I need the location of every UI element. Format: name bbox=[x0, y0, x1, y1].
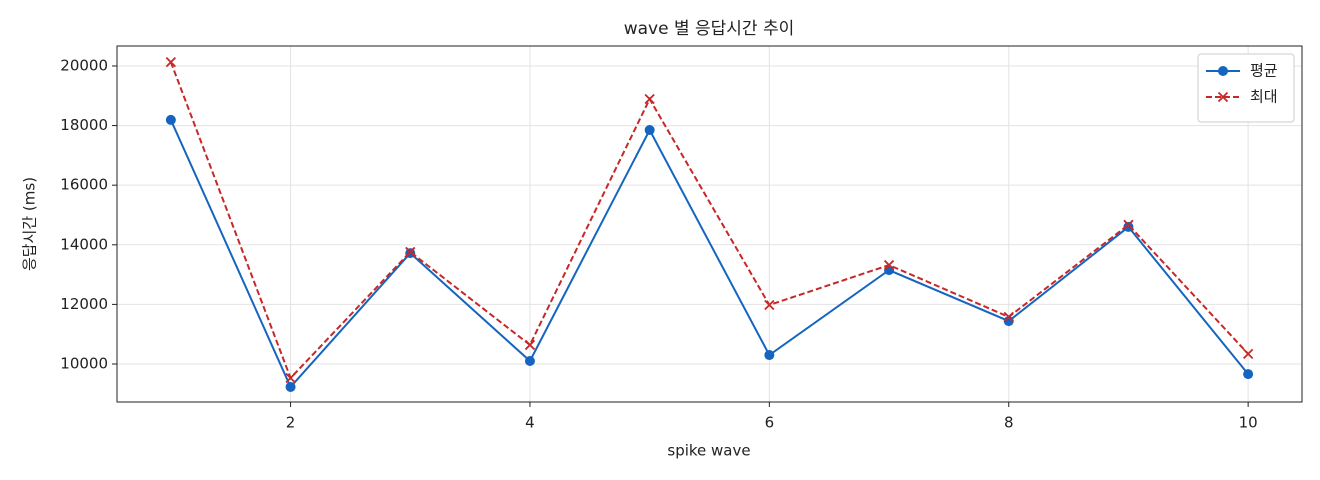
y-tick-label: 20000 bbox=[60, 56, 108, 74]
point bbox=[405, 246, 416, 258]
x-tick-label: 2 bbox=[286, 414, 296, 432]
x-tick-label: 10 bbox=[1239, 414, 1258, 432]
point bbox=[1243, 369, 1254, 380]
legend-marker bbox=[1217, 91, 1229, 103]
x-tick-label: 4 bbox=[525, 414, 535, 432]
legend-label: 최대 bbox=[1250, 88, 1278, 106]
point bbox=[1243, 348, 1254, 360]
legend-label: 평균 bbox=[1250, 62, 1278, 80]
y-tick-label: 10000 bbox=[60, 355, 108, 373]
series-line bbox=[169, 119, 1249, 389]
point bbox=[644, 125, 655, 136]
point bbox=[524, 339, 536, 351]
y-axis-label: 응답시간 (ms) bbox=[21, 177, 39, 271]
chart-title: wave 별 응답시간 추이 bbox=[624, 19, 795, 39]
legend-box bbox=[1197, 53, 1295, 123]
y-tick-label: 14000 bbox=[60, 235, 108, 253]
point bbox=[165, 114, 176, 125]
y-tick-label: 16000 bbox=[60, 176, 108, 194]
y-tick-label: 18000 bbox=[60, 116, 108, 134]
point bbox=[1003, 311, 1014, 323]
series-line bbox=[169, 61, 1249, 380]
point bbox=[524, 356, 535, 367]
point bbox=[764, 350, 775, 361]
point bbox=[883, 259, 895, 271]
point bbox=[1123, 221, 1134, 232]
legend-marker bbox=[1218, 66, 1228, 76]
y-tick-label: 12000 bbox=[60, 295, 108, 313]
x-tick-label: 8 bbox=[1004, 414, 1014, 432]
x-tick-label: 6 bbox=[765, 414, 775, 432]
point bbox=[644, 93, 655, 105]
plot-frame bbox=[116, 45, 1303, 403]
point bbox=[285, 372, 296, 384]
point bbox=[1123, 219, 1134, 230]
x-axis-label: spike wave bbox=[667, 442, 750, 460]
point bbox=[764, 299, 775, 311]
point bbox=[285, 381, 296, 392]
point bbox=[165, 56, 177, 68]
